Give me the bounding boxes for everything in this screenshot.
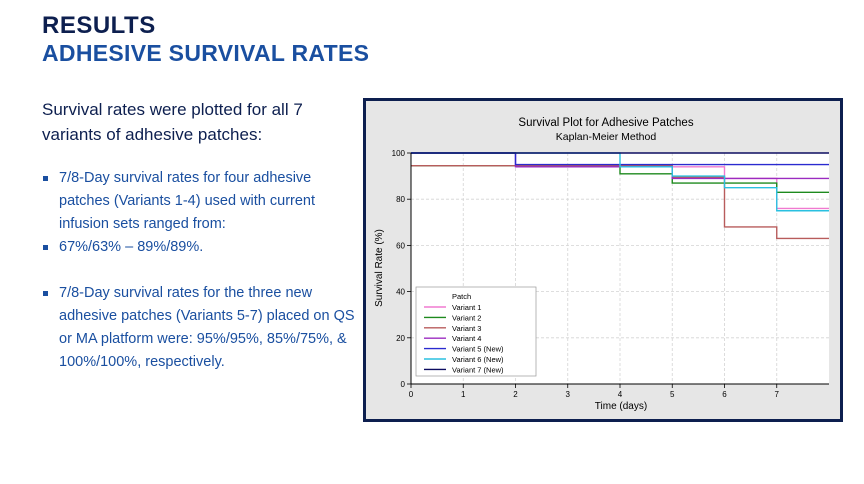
legend-box — [415, 286, 537, 377]
legend-label: Variant 2 — [452, 313, 481, 322]
x-tick-label: 1 — [461, 390, 466, 399]
series-lines — [411, 152, 829, 240]
slide-title: RESULTS — [42, 12, 156, 39]
bullet-square-icon — [43, 245, 48, 250]
axis-ticks: 0 1 2 3 4 5 6 7 0 20 40 60 80 100 — [392, 149, 780, 399]
x-tick-label: 7 — [775, 390, 780, 399]
y-tick-label: 0 — [401, 380, 406, 389]
bullet-text: 7/8-Day survival rates for the three new… — [59, 285, 355, 370]
intro-text: Survival rates were plotted for all 7 va… — [42, 100, 303, 144]
bullet-item: 7/8-Day survival rates for the three new… — [42, 282, 362, 374]
x-tick-label: 2 — [513, 390, 518, 399]
y-tick-label: 80 — [396, 195, 405, 204]
x-tick-label: 0 — [409, 390, 414, 399]
x-tick-label: 4 — [618, 390, 623, 399]
x-tick-label: 3 — [566, 390, 571, 399]
bullet-text: 67%/63% – 89%/89%. — [59, 239, 204, 255]
legend-label: Variant 1 — [452, 303, 481, 312]
y-tick-label: 100 — [392, 149, 406, 158]
legend-label: Variant 7 (New) — [452, 365, 504, 374]
y-tick-label: 60 — [396, 241, 405, 250]
chart-subtitle: Kaplan-Meier Method — [556, 131, 657, 143]
survival-chart: Survival Plot for Adhesive Patches Kapla… — [366, 101, 840, 419]
chart-frame: Survival Plot for Adhesive Patches Kapla… — [363, 98, 843, 422]
x-tick-label: 5 — [670, 390, 675, 399]
y-axis-label: Survival Rate (%) — [374, 229, 385, 307]
legend-label: Variant 5 (New) — [452, 345, 504, 354]
legend-label: Variant 6 (New) — [452, 355, 504, 364]
y-tick-label: 20 — [396, 334, 405, 343]
y-tick-label: 40 — [396, 288, 405, 297]
bullet-item: 67%/63% – 89%/89%. — [42, 236, 362, 259]
bullet-text: 7/8-Day survival rates for four adhesive… — [59, 170, 316, 232]
chart-title: Survival Plot for Adhesive Patches — [518, 117, 693, 129]
bullet-list: 7/8-Day survival rates for four adhesive… — [42, 167, 362, 374]
bullet-square-icon — [43, 176, 48, 181]
series-line — [411, 152, 829, 212]
legend-label: Variant 3 — [452, 324, 481, 333]
bullet-item: 7/8-Day survival rates for four adhesive… — [42, 167, 362, 236]
legend-title: Patch — [452, 292, 471, 301]
legend-label: Variant 4 — [452, 334, 481, 343]
x-axis-label: Time (days) — [595, 401, 647, 412]
slide-subtitle: ADHESIVE SURVIVAL RATES — [42, 40, 370, 66]
bullet-square-icon — [43, 291, 48, 296]
x-tick-label: 6 — [722, 390, 727, 399]
